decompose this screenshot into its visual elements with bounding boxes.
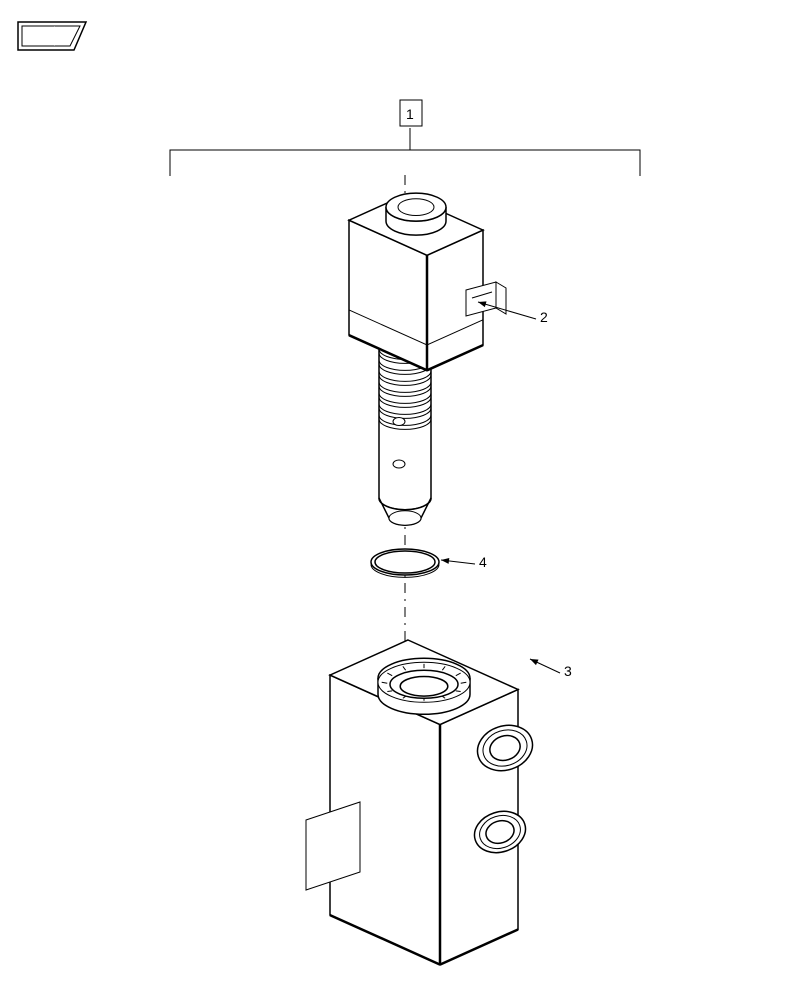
callout-label-3: 3 [564,663,572,679]
o-ring [371,549,439,577]
callout-1: 1 [400,100,422,126]
callout-3: 3 [530,659,572,679]
manifold-block [306,640,538,965]
callout-2: 2 [478,301,548,325]
callout-label-1: 1 [406,106,414,122]
solenoid-cartridge [349,193,506,525]
return-icon [18,22,86,50]
callout-label-4: 4 [479,554,487,570]
assembly-bracket [170,128,640,176]
diagram-canvas: 1 2 3 4 [0,0,812,1000]
callout-4: 4 [441,554,487,570]
callout-label-2: 2 [540,309,548,325]
